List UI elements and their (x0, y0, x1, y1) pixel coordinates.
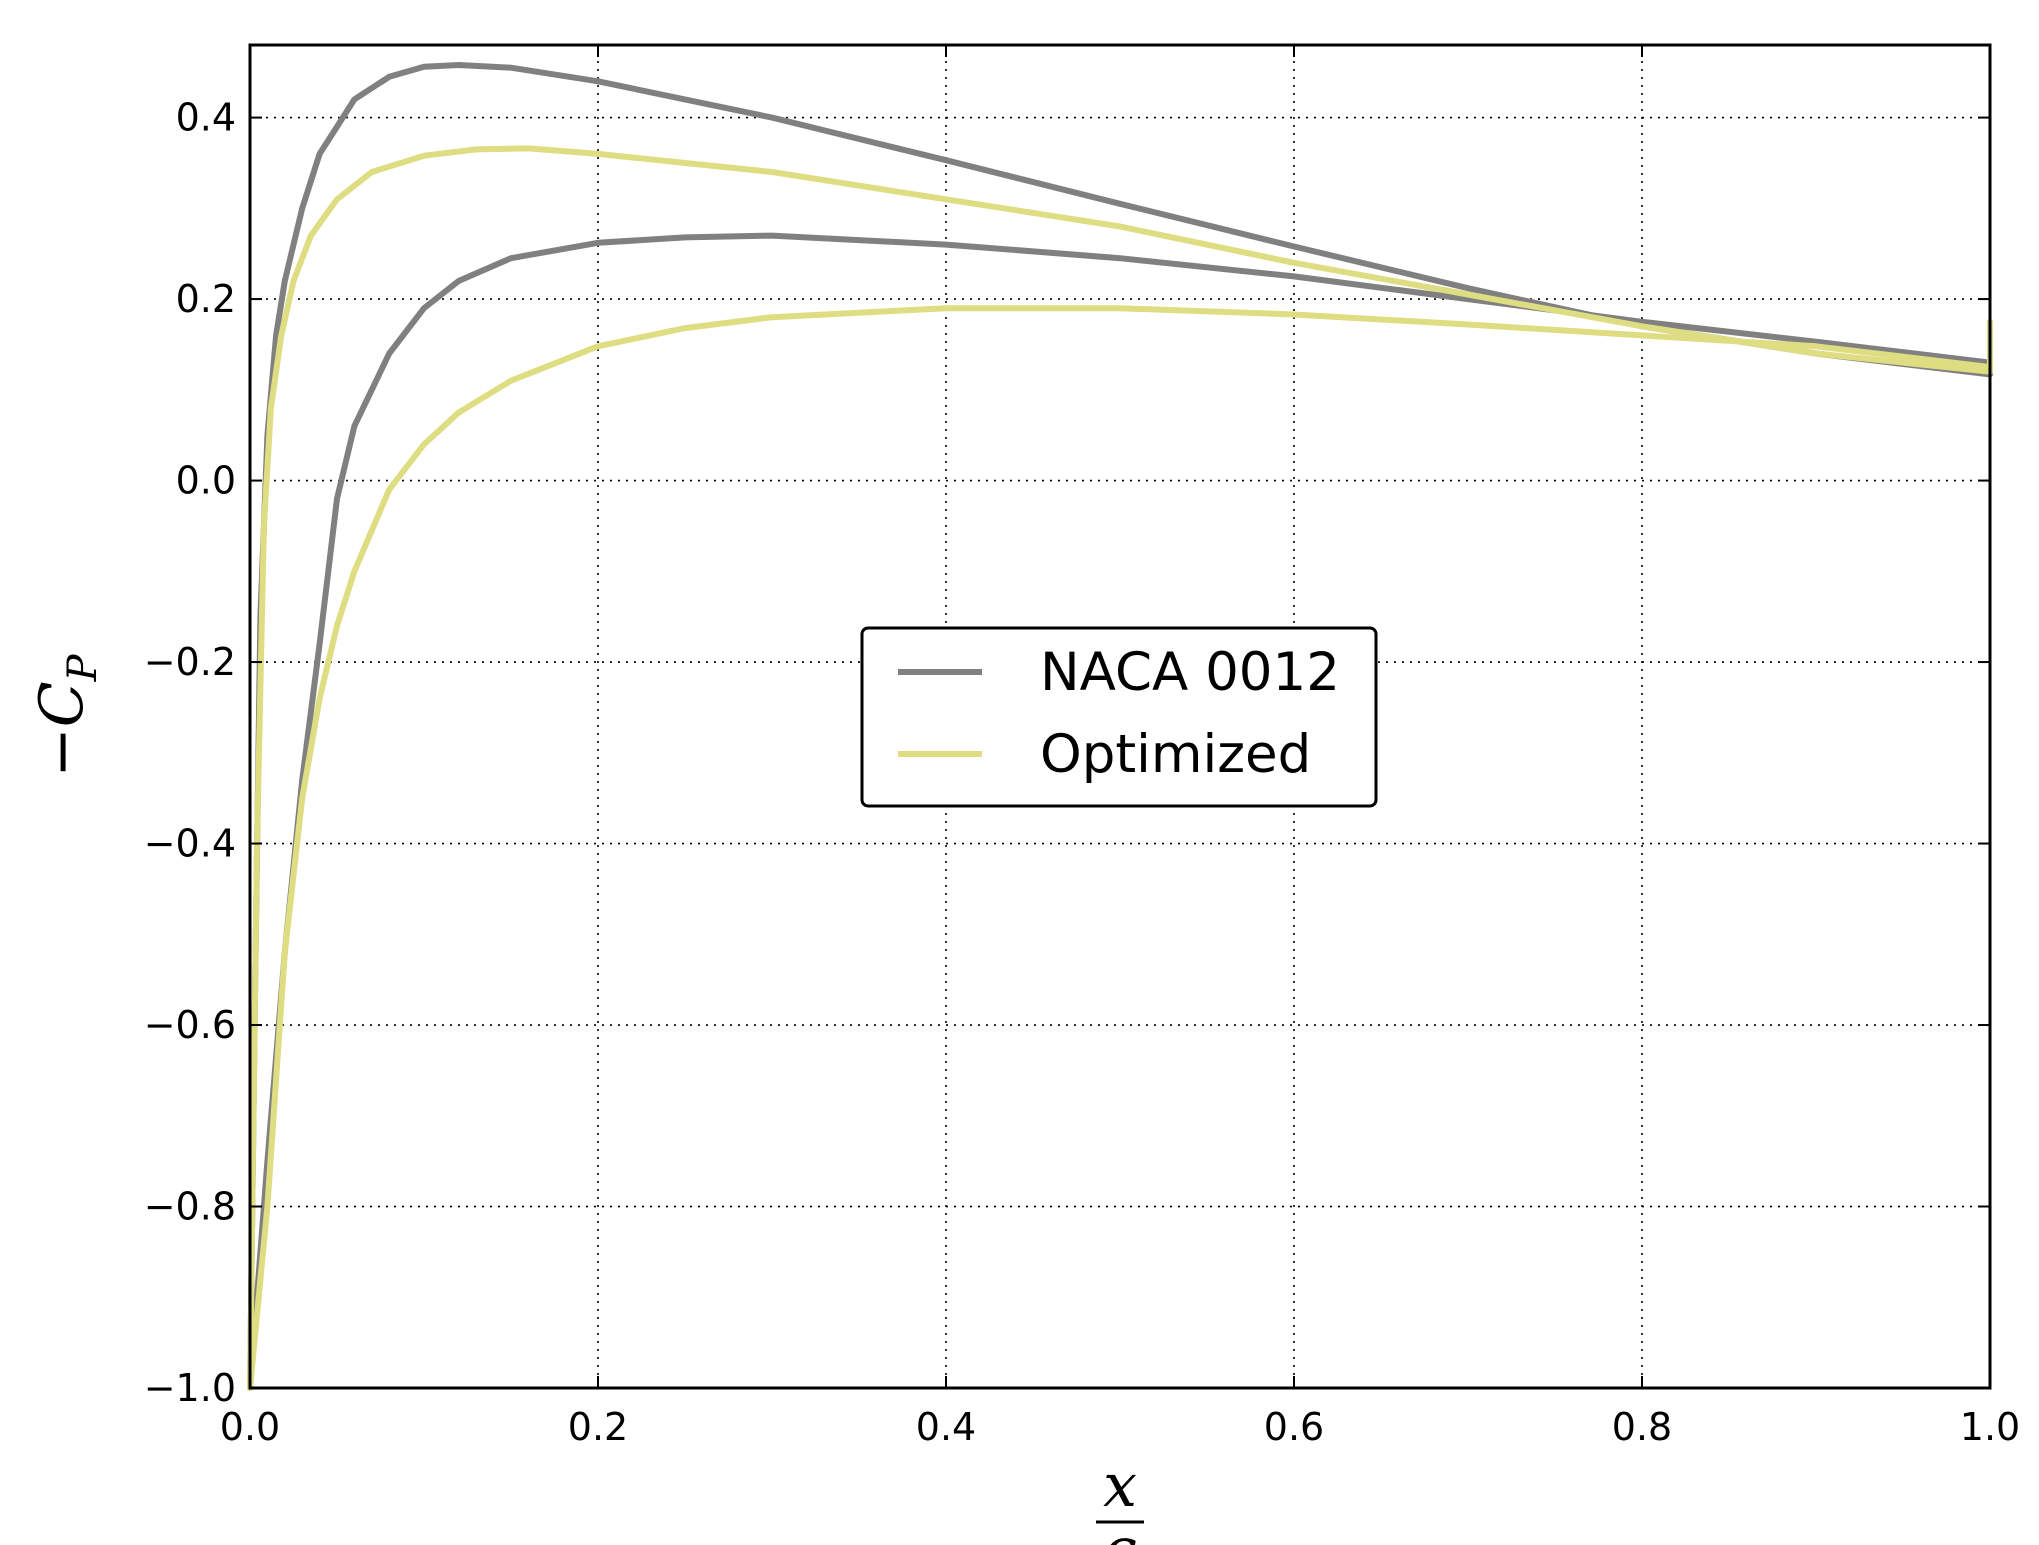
y-tick-label-1: −0.8 (144, 1185, 236, 1229)
x-tick-label-3: 0.6 (1264, 1405, 1324, 1449)
grid (249, 45, 1991, 1389)
x-tick-label-1: 0.2 (568, 1405, 628, 1449)
y-tick-label-3: −0.4 (144, 822, 236, 866)
y-axis-label-symbol: C (27, 681, 97, 727)
y-axis-label-subscript: P (60, 653, 106, 682)
legend-box (860, 626, 1378, 808)
ticks: 0.0 0.2 0.4 0.6 0.8 1.0 −1.0 −0.8 −0.6 −0.4 −0.2 0.… (144, 45, 2020, 1449)
y-tick-label-0: −1.0 (144, 1366, 236, 1410)
series-line-optimized-0 (247, 145, 1993, 1391)
x-tick-label-2: 0.4 (916, 1405, 976, 1449)
x-axis-label-denominator: c (1103, 1515, 1137, 1545)
plot-frame (248, 43, 1992, 1390)
y-axis-label-sign: − (27, 727, 97, 777)
series-line-naca-0012-1 (247, 232, 1993, 1391)
x-axis-label: x c (1096, 1451, 1144, 1545)
x-tick-label-5: 1.0 (1960, 1405, 2020, 1449)
y-tick-label-7: 0.4 (176, 96, 236, 140)
legend-label-naca-0012: NACA 0012 (1040, 642, 1340, 703)
x-axis-label-numerator: x (1103, 1451, 1137, 1521)
y-axis-label: −CP (27, 653, 106, 777)
y-tick-label-2: −0.6 (144, 1003, 236, 1047)
svg-text:−CP: −CP (27, 653, 106, 777)
legend: NACA 0012 Optimized (860, 626, 1378, 808)
series-line-naca-0012-0 (247, 62, 1993, 1391)
series-lines (247, 62, 1993, 1391)
y-tick-label-5: 0.0 (176, 459, 236, 503)
y-tick-label-6: 0.2 (176, 277, 236, 321)
x-tick-label-0: 0.0 (220, 1405, 280, 1449)
legend-label-optimized: Optimized (1040, 724, 1311, 785)
x-tick-label-4: 0.8 (1612, 1405, 1672, 1449)
series-line-optimized-1 (247, 305, 1993, 1391)
y-tick-label-4: −0.2 (144, 640, 236, 684)
